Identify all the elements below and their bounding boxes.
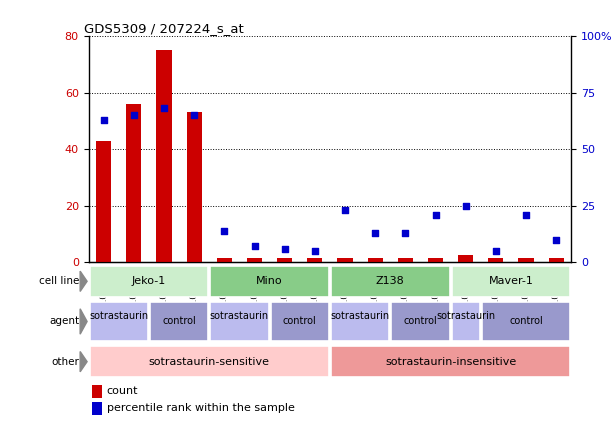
Bar (277, 258, 292, 262)
Text: other: other (52, 357, 79, 367)
Bar (428, 258, 443, 262)
Bar (96, 140, 111, 262)
Text: Mino: Mino (256, 276, 283, 286)
Bar (391, 302, 450, 341)
Bar (210, 302, 269, 341)
Bar (156, 50, 172, 262)
Text: Maver-1: Maver-1 (489, 276, 533, 286)
Point (159, 105, 169, 112)
Point (189, 112, 199, 118)
Text: Z138: Z138 (376, 276, 404, 286)
Point (129, 112, 139, 118)
Polygon shape (80, 271, 87, 291)
Text: cell line: cell line (39, 276, 79, 286)
Bar (307, 258, 323, 262)
Text: sotrastaurin: sotrastaurin (436, 310, 496, 332)
Text: sotrastaurin-insensitive: sotrastaurin-insensitive (385, 357, 516, 367)
Point (340, 207, 350, 214)
Text: agent: agent (49, 316, 79, 327)
Text: sotrastaurin: sotrastaurin (89, 310, 148, 332)
Point (521, 212, 531, 218)
Bar (488, 258, 503, 262)
Point (551, 236, 561, 243)
Bar (331, 302, 389, 341)
Text: sotrastaurin-sensitive: sotrastaurin-sensitive (148, 357, 270, 367)
Text: control: control (163, 316, 196, 327)
Text: percentile rank within the sample: percentile rank within the sample (107, 403, 295, 413)
Bar (89, 266, 208, 297)
Bar (186, 113, 202, 262)
Bar (210, 266, 329, 297)
Text: control: control (283, 316, 316, 327)
Bar (92, 385, 102, 398)
Point (461, 202, 470, 209)
Polygon shape (80, 352, 87, 372)
Bar (331, 266, 450, 297)
Text: control: control (404, 316, 437, 327)
Bar (398, 258, 413, 262)
Text: GDS5309 / 207224_s_at: GDS5309 / 207224_s_at (84, 22, 244, 35)
Bar (549, 258, 564, 262)
Bar (519, 258, 533, 262)
Point (431, 212, 441, 218)
Text: sotrastaurin: sotrastaurin (331, 310, 390, 332)
Point (370, 229, 380, 236)
Point (491, 247, 501, 254)
Text: control: control (509, 316, 543, 327)
Point (280, 245, 290, 252)
Text: sotrastaurin: sotrastaurin (210, 310, 269, 332)
Point (99, 116, 109, 123)
Bar (368, 258, 382, 262)
Polygon shape (80, 309, 87, 334)
Bar (458, 255, 474, 262)
Bar (89, 302, 148, 341)
Bar (452, 266, 571, 297)
Bar (92, 402, 102, 415)
Point (310, 247, 320, 254)
Text: count: count (107, 386, 138, 396)
Bar (331, 346, 571, 377)
Point (400, 229, 410, 236)
Point (250, 243, 260, 250)
Bar (150, 302, 208, 341)
Bar (217, 258, 232, 262)
Point (219, 227, 229, 234)
Bar (337, 258, 353, 262)
Bar (452, 302, 480, 341)
Bar (89, 346, 329, 377)
Bar (247, 258, 262, 262)
Bar (126, 104, 141, 262)
Bar (481, 302, 571, 341)
Bar (271, 302, 329, 341)
Text: Jeko-1: Jeko-1 (132, 276, 166, 286)
